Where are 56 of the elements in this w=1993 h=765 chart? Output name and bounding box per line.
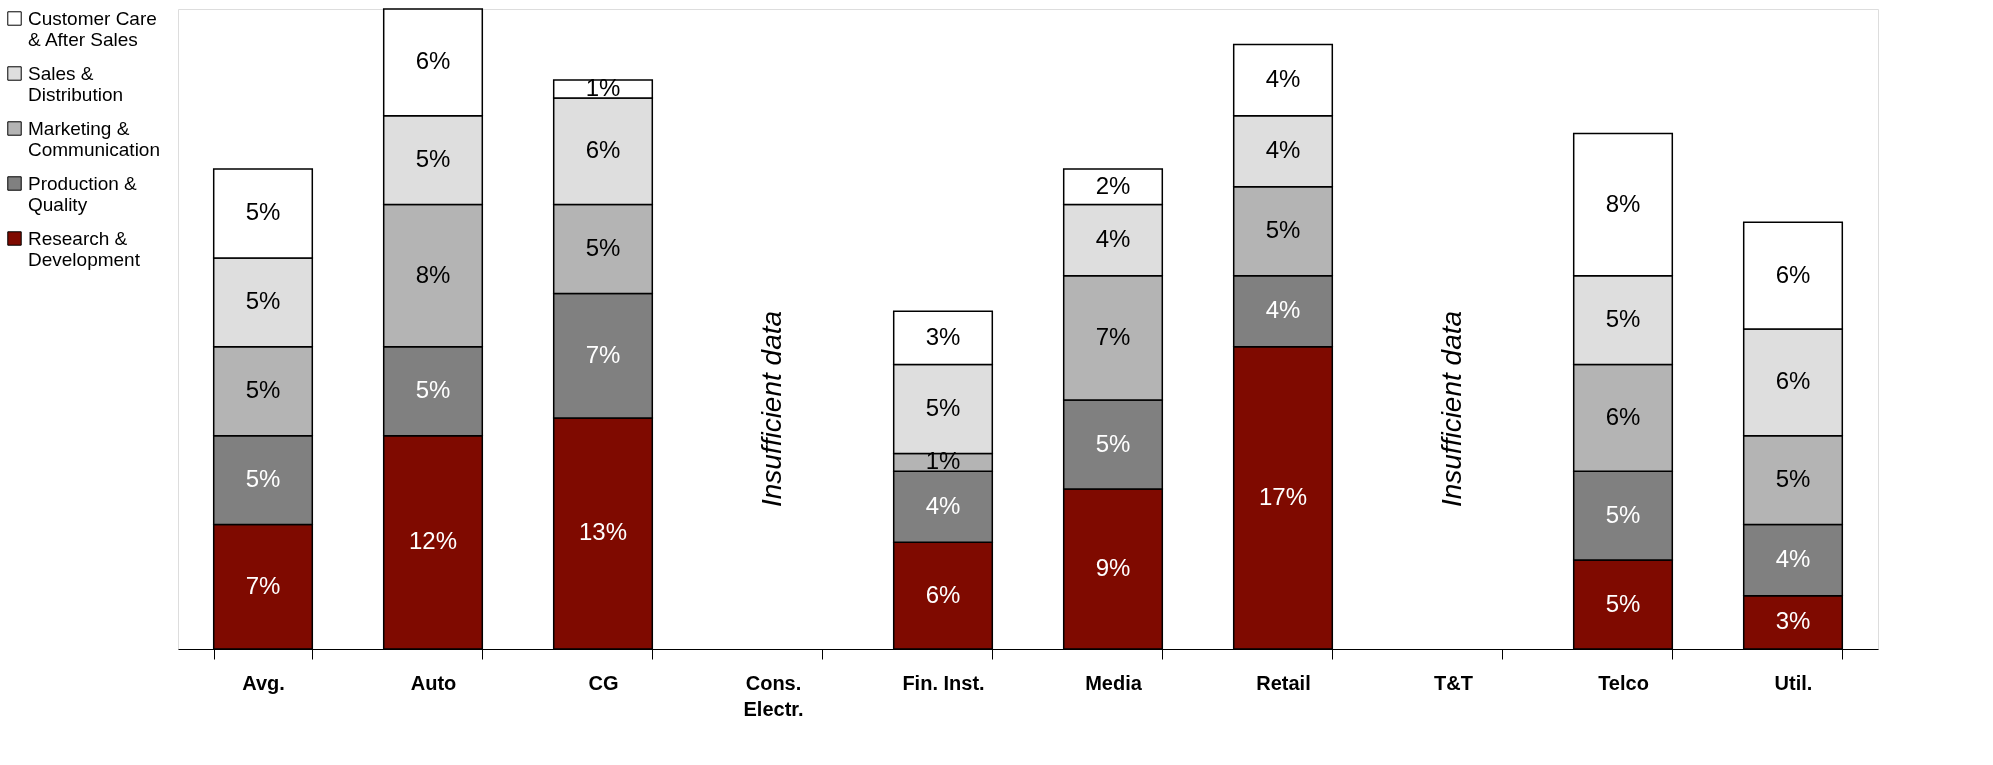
data-label: 5% <box>1605 589 1641 617</box>
annotation: Insufficient data <box>756 310 787 508</box>
data-label: 5% <box>585 234 621 261</box>
data-label: 4% <box>1775 545 1811 573</box>
data-label: 9% <box>1095 554 1131 581</box>
data-label: 6% <box>1775 367 1811 395</box>
legend-label: Research & Development <box>28 227 141 270</box>
data-label: 3% <box>1775 607 1811 635</box>
data-label: 5% <box>245 465 281 493</box>
x-tick-label: Telco <box>1598 671 1649 694</box>
x-tick-label: Retail <box>1256 671 1311 694</box>
data-label: 3% <box>925 322 961 350</box>
data-label: 17% <box>1258 482 1308 510</box>
legend-label: Marketing & Communication <box>28 117 160 160</box>
data-label: 6% <box>585 136 621 164</box>
x-tick-label: CG <box>588 671 619 694</box>
data-label: 5% <box>925 394 961 421</box>
data-label: 5% <box>245 198 281 226</box>
data-label: 7% <box>1095 322 1131 350</box>
data-label: 12% <box>408 527 458 555</box>
data-label: 8% <box>1605 189 1641 217</box>
x-tick-label: Util. <box>1774 671 1813 694</box>
data-label: 7% <box>585 340 621 368</box>
data-label: 6% <box>1775 260 1811 288</box>
data-label: 5% <box>415 145 451 173</box>
annotation: Insufficient data <box>1436 310 1467 508</box>
x-tick-label: T&T <box>1434 671 1473 694</box>
data-label: 2% <box>1095 171 1131 199</box>
data-label: 5% <box>245 376 281 404</box>
data-label: 4% <box>1265 296 1301 324</box>
data-label: 7% <box>245 571 281 599</box>
legend-label: Customer Care & After Sales <box>28 7 157 50</box>
data-label: 5% <box>1775 465 1811 493</box>
data-label: 5% <box>1095 429 1131 457</box>
data-label: 5% <box>1605 500 1641 528</box>
data-label: 5% <box>245 287 281 315</box>
data-label: 5% <box>1265 216 1301 244</box>
x-tick-label: Auto <box>410 671 457 694</box>
data-label: 6% <box>1605 402 1641 430</box>
legend-label: Production & Quality <box>28 172 138 215</box>
data-label: 5% <box>1605 305 1641 333</box>
data-label: 4% <box>925 491 961 519</box>
data-label: 4% <box>1265 136 1301 164</box>
data-label: 4% <box>1265 65 1301 93</box>
x-tick-label: Avg. <box>242 671 285 694</box>
data-label: 5% <box>415 376 451 404</box>
data-label: 13% <box>578 518 628 546</box>
data-label: 6% <box>925 580 961 608</box>
x-tick-label: Fin. Inst. <box>902 671 985 694</box>
data-label: 6% <box>415 47 451 75</box>
x-tick-label: Media <box>1085 671 1143 694</box>
legend-label: Sales & Distribution <box>28 62 124 105</box>
data-label: 4% <box>1095 225 1131 253</box>
data-label: 1% <box>585 74 621 101</box>
data-label: 8% <box>415 260 451 288</box>
x-tick-label: Cons. Electr. <box>743 671 804 720</box>
